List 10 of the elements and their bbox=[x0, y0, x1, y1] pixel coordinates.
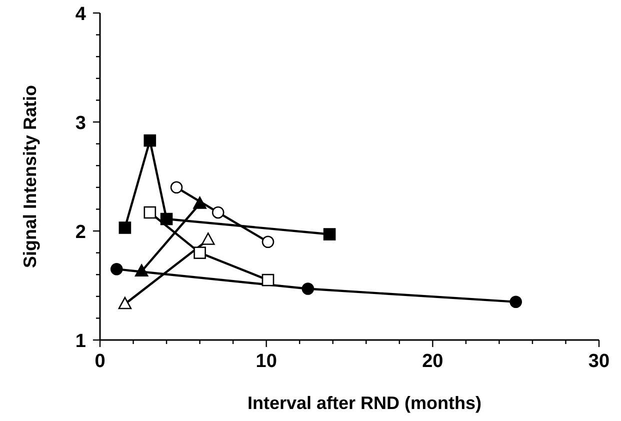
y-tick-label: 3 bbox=[75, 113, 86, 134]
x-axis-title: Interval after RND (months) bbox=[247, 393, 482, 413]
x-tick-label: 30 bbox=[588, 351, 610, 372]
y-tick-label: 2 bbox=[75, 222, 86, 243]
y-tick-label: 4 bbox=[75, 4, 86, 25]
x-tick-label: 10 bbox=[256, 351, 277, 372]
x-tick-label: 20 bbox=[422, 351, 444, 372]
y-axis-title: Signal Intensity Ratio bbox=[20, 84, 40, 268]
x-tick-label: 0 bbox=[94, 351, 106, 372]
y-tick-label: 1 bbox=[75, 331, 86, 352]
